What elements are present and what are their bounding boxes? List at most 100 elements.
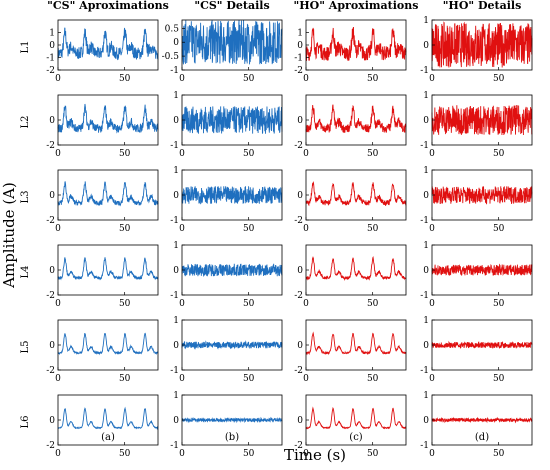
y-tick-label: -2: [46, 441, 55, 451]
series-line: [181, 340, 283, 350]
series-line: [57, 332, 159, 356]
series-line: [431, 186, 533, 205]
x-tick-label: 50: [243, 74, 255, 84]
x-tick-label: 50: [119, 149, 131, 159]
x-tick-label: 50: [493, 449, 505, 459]
x-tick-label: 50: [119, 224, 131, 234]
subplot: -200 50: [46, 319, 159, 384]
y-tick-label: -1: [420, 366, 429, 376]
subplot: -200 50: [46, 169, 159, 234]
series-line: [305, 406, 407, 430]
y-tick-label: -0.5: [162, 52, 180, 62]
x-tick-label: 50: [119, 374, 131, 384]
y-tick-label: -2: [46, 216, 55, 226]
x-tick-label: 50: [493, 374, 505, 384]
y-tick-label: 0: [423, 41, 429, 51]
subplot: -200 50: [294, 169, 407, 234]
y-tick-label: -1: [420, 66, 429, 76]
y-tick-label: -2: [46, 141, 55, 151]
x-tick-label: 0: [303, 374, 309, 384]
y-tick-label: 0: [297, 416, 303, 426]
series-line: [181, 106, 283, 134]
x-tick-label: 50: [119, 299, 131, 309]
series-line: [57, 406, 159, 430]
y-tick-label: -2: [46, 66, 55, 76]
y-tick-label: 1: [423, 91, 429, 101]
x-tick-label: 50: [493, 74, 505, 84]
x-tick-label: 0: [55, 74, 61, 84]
panel-grid: "CS" Aproximations (a) "CS" Details (b) "HO"…: [20, 0, 533, 459]
x-tick-label: 0: [55, 149, 61, 159]
x-tick-label: 50: [243, 449, 255, 459]
y-tick-label: 0: [423, 116, 429, 126]
column-title: "CS" Aproximations: [47, 0, 169, 12]
x-tick-label: 0: [303, 224, 309, 234]
series-line: [431, 105, 533, 136]
series-line: [431, 263, 533, 276]
y-tick-label: 0: [297, 116, 303, 126]
x-tick-label: 0: [429, 374, 435, 384]
row-label: L5: [20, 340, 31, 353]
x-tick-label: 50: [243, 374, 255, 384]
subplot: -1 -0.5 0 0.5 0 50: [162, 19, 283, 84]
series-line: [431, 416, 533, 424]
series-line: [431, 340, 533, 350]
y-tick-label: 0: [49, 416, 55, 426]
x-tick-label: 0: [303, 299, 309, 309]
row-label: L3: [20, 190, 31, 203]
x-tick-label: 50: [367, 224, 379, 234]
y-tick-label: -1: [170, 141, 179, 151]
x-tick-label: 50: [367, 374, 379, 384]
y-tick-label: -1: [170, 291, 179, 301]
series-line: [305, 181, 407, 207]
y-tick-label: 1: [173, 241, 179, 251]
column-caption: (a): [101, 432, 115, 443]
y-tick-label: 0: [297, 191, 303, 201]
x-tick-label: 0: [179, 74, 185, 84]
y-tick-label: -2: [294, 141, 303, 151]
y-tick-label: 0: [173, 38, 179, 48]
subplot: -200 50: [294, 319, 407, 384]
series-line: [181, 263, 283, 278]
y-tick-label: 0: [173, 116, 179, 126]
y-tick-label: 1: [173, 316, 179, 326]
series-line: [305, 26, 407, 61]
y-tick-label: 0: [297, 41, 303, 51]
x-tick-label: 0: [179, 224, 185, 234]
y-tick-label: -1: [46, 54, 55, 64]
series-line: [305, 104, 407, 133]
y-tick-label: 0: [173, 341, 179, 351]
y-tick-label: -1: [170, 66, 179, 76]
y-tick-label: 1: [49, 29, 55, 39]
y-tick-label: -1: [420, 216, 429, 226]
x-tick-label: 0: [303, 449, 309, 459]
column-caption: (d): [475, 432, 489, 443]
y-tick-label: 1: [173, 166, 179, 176]
y-tick-label: 1: [173, 391, 179, 401]
series-line: [305, 255, 407, 282]
y-tick-label: 0: [423, 191, 429, 201]
x-tick-label: 50: [493, 299, 505, 309]
x-tick-label: 50: [119, 449, 131, 459]
y-tick-label: 0: [297, 341, 303, 351]
y-tick-label: 0: [49, 41, 55, 51]
axes-frame: [181, 19, 283, 71]
x-tick-label: 0: [55, 449, 61, 459]
x-tick-label: 50: [243, 224, 255, 234]
y-tick-label: 0: [173, 266, 179, 276]
y-tick-label: 1: [173, 91, 179, 101]
y-tick-label: 1: [423, 241, 429, 251]
figure-ylabel: Amplitude (A): [0, 182, 18, 289]
